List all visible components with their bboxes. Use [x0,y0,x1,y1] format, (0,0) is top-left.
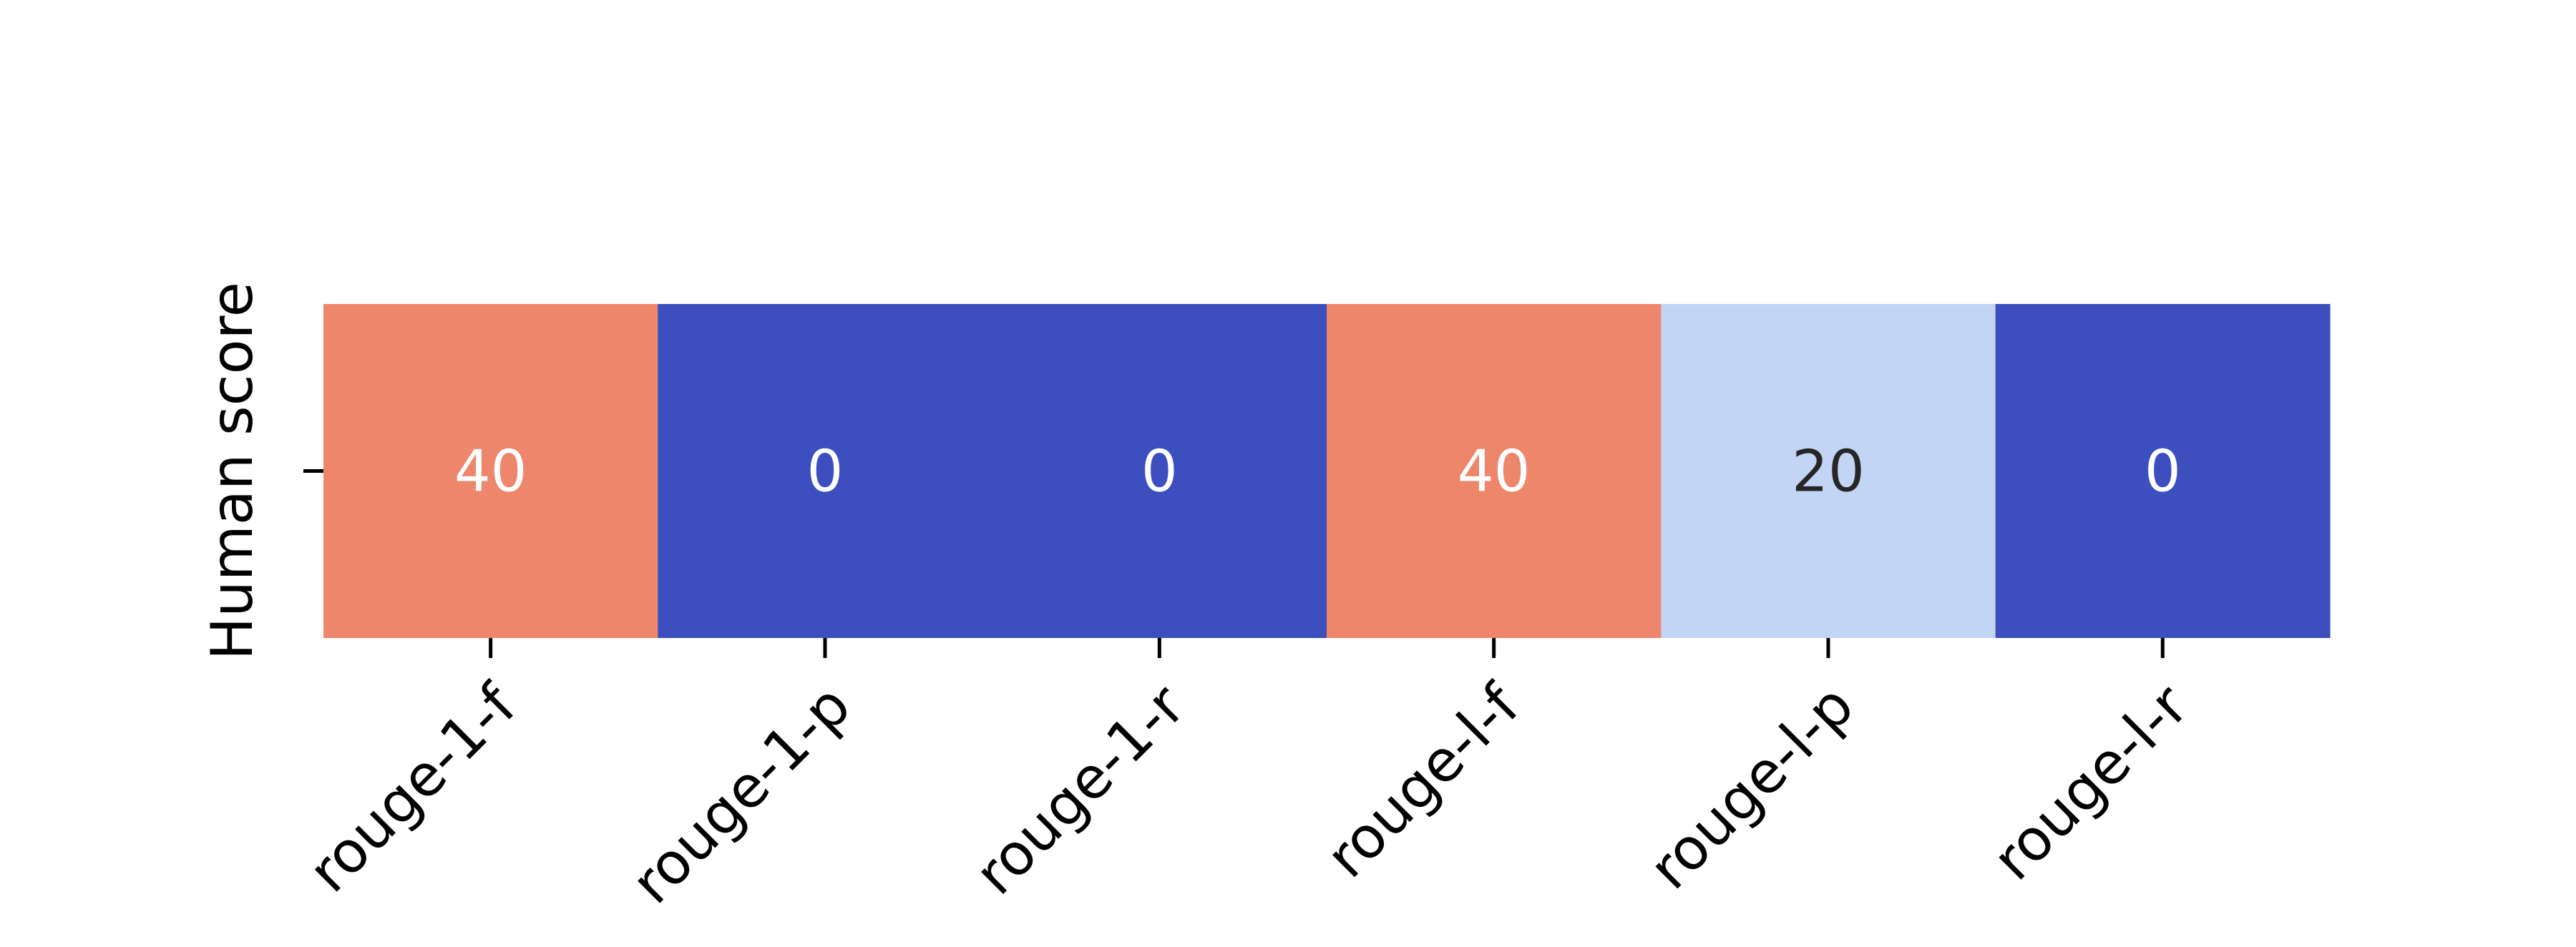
y-axis-ticks: Human score [199,282,323,660]
heatmap-cell [1327,304,1662,638]
cell-value-label: 0 [2145,438,2181,505]
y-tick-label: Human score [199,282,265,660]
x-tick-label: rouge-1-p [619,672,864,917]
x-tick-label: rouge-1-f [296,671,530,905]
heatmap-cell [658,304,993,638]
x-tick-label: rouge-1-r [962,672,1198,907]
heatmap-cell [1661,304,1996,638]
x-tick-label: rouge-l-r [1980,672,2201,893]
cell-value-label: 0 [1141,438,1178,505]
cell-value-label: 40 [454,438,527,505]
x-axis-ticks: rouge-1-f rouge-1-p rouge-1-r rouge-l-f roug… [296,638,2201,917]
x-tick-label: rouge-l-f [1314,671,1533,890]
heatmap-cell [323,304,658,638]
cell-value-label: 40 [1458,438,1531,505]
cell-value-label: 20 [1792,438,1865,505]
cell-value-label: 0 [807,438,844,505]
heatmap-cell [1995,304,2331,638]
cell-annotations: 40 0 0 40 20 0 [454,438,2181,505]
x-tick-label: rouge-l-p [1636,672,1866,902]
heatmap-cell [992,304,1327,638]
heatmap-cells [323,304,2331,638]
